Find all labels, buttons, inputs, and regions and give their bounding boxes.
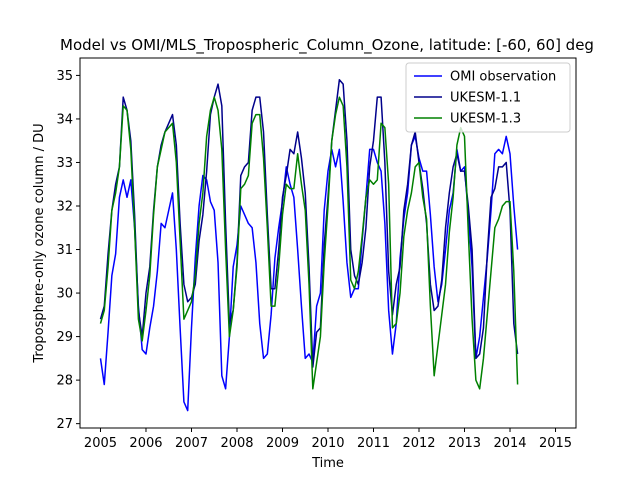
x-tick-label: 2008 bbox=[220, 436, 253, 451]
series-line-3 bbox=[99, 96, 519, 390]
x-tick-label: 2012 bbox=[402, 436, 435, 451]
y-tick-label: 30 bbox=[56, 287, 73, 302]
y-tick-label: 35 bbox=[56, 69, 73, 84]
x-tick-label: 2010 bbox=[311, 436, 344, 451]
plot-area bbox=[99, 79, 519, 412]
x-tick-label: 2007 bbox=[175, 436, 208, 451]
y-tick-label: 31 bbox=[56, 243, 73, 258]
y-axis: 27 28 29 30 31 32 33 34 35 bbox=[56, 69, 80, 432]
x-tick-label: 2005 bbox=[84, 436, 117, 451]
legend-label: UKESM-1.1 bbox=[450, 91, 521, 106]
x-tick-label: 2006 bbox=[129, 436, 162, 451]
x-axis-label: Time bbox=[311, 456, 344, 471]
x-tick-label: 2011 bbox=[357, 436, 390, 451]
legend: OMI observation UKESM-1.1 UKESM-1.3 bbox=[405, 62, 571, 133]
legend-box bbox=[405, 62, 571, 133]
x-tick-label: 2015 bbox=[539, 436, 572, 451]
x-tick-label: 2014 bbox=[493, 436, 526, 451]
y-tick-label: 27 bbox=[56, 417, 73, 432]
y-tick-label: 34 bbox=[56, 112, 73, 127]
x-tick-label: 2013 bbox=[448, 436, 481, 451]
x-axis: 2005 2006 2007 2008 2009 2010 2011 2012 2013 2014… bbox=[84, 428, 572, 451]
chart-title: Model vs OMI/MLS_Tropospheric_Column_Ozo… bbox=[60, 36, 594, 55]
legend-label: OMI observation bbox=[450, 70, 556, 85]
y-tick-label: 33 bbox=[56, 156, 73, 171]
y-tick-label: 28 bbox=[56, 374, 73, 389]
x-tick-label: 2009 bbox=[266, 436, 299, 451]
series-line-2 bbox=[99, 79, 519, 368]
y-tick-label: 29 bbox=[56, 330, 73, 345]
series-line-1 bbox=[99, 135, 519, 412]
legend-label: UKESM-1.3 bbox=[450, 112, 521, 127]
y-tick-label: 32 bbox=[56, 200, 73, 215]
y-axis-label: Troposphere-only ozone column / DU bbox=[32, 123, 47, 363]
